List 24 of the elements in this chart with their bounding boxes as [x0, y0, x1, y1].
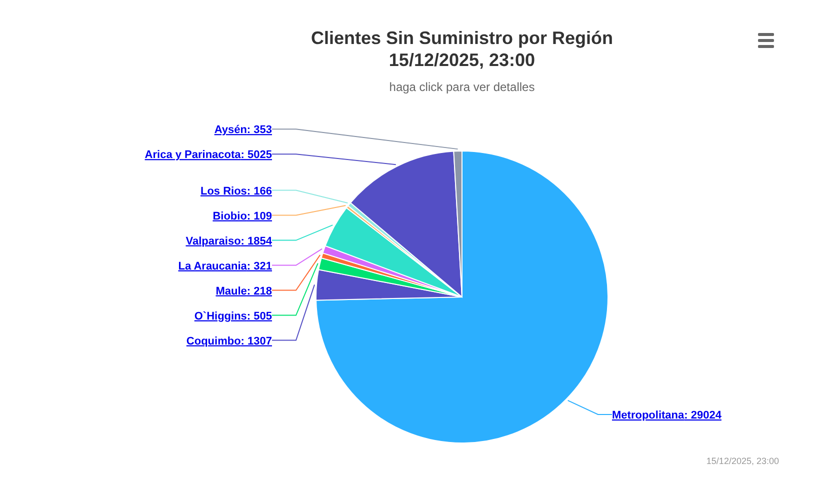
data-label: : 29024 — [684, 409, 722, 422]
slice-label: Biobio — [212, 210, 248, 222]
slice-label: Aysén — [214, 124, 248, 136]
data-label: : 321 — [246, 260, 272, 272]
slice-label: Arica y Parinacota — [144, 149, 242, 162]
data-label: : 218 — [246, 285, 272, 298]
data-label: : 1854 — [240, 235, 273, 248]
data-label: : 5025 — [240, 149, 272, 162]
text: 15/12/2025, 23:00 — [706, 456, 779, 466]
data-label: : 353 — [246, 124, 272, 136]
slice-label: Metropolitana — [612, 409, 685, 422]
data-label: : 1307 — [240, 335, 272, 348]
slice-label: O`Higgins — [194, 310, 247, 322]
data-label: : 505 — [246, 310, 272, 322]
slice-label: Coquimbo — [186, 335, 242, 348]
slice-label: La Araucania — [178, 260, 248, 272]
chart-title: Clientes Sin Suministro por Región 15/12/2025, 23:00 — [310, 28, 614, 70]
pie-slice — [316, 150, 608, 444]
slice-label: Valparaiso — [186, 235, 242, 248]
chart-subtitle: haga click para ver detalles — [389, 80, 535, 94]
slice-label: Maule — [216, 285, 247, 298]
data-label: : 109 — [246, 210, 272, 222]
slice-label: Los Rios — [200, 185, 247, 198]
data-label: : 166 — [246, 185, 272, 198]
